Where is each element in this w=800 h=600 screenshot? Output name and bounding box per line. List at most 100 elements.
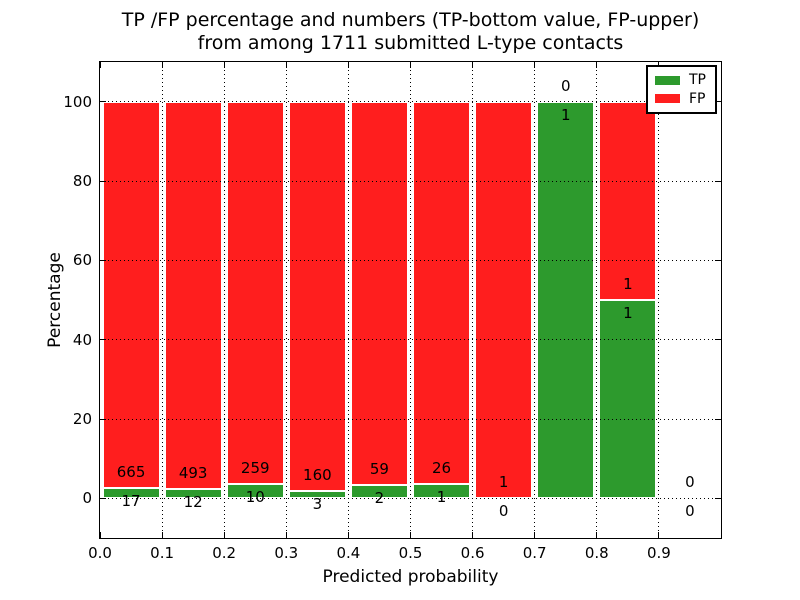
- legend-item-fp: FP: [655, 92, 708, 106]
- legend-item-tp: TP: [655, 73, 708, 87]
- tp-count-label: 12: [183, 492, 203, 511]
- y-tick-mark-right: [715, 418, 721, 420]
- y-tick-mark-right: [715, 101, 721, 103]
- fp-count-label: 160: [303, 466, 332, 485]
- bar-segment-tp: [288, 491, 346, 499]
- x-tick-mark: [347, 532, 349, 538]
- y-tick-mark: [100, 180, 106, 182]
- bar-segment-tp: [164, 488, 222, 499]
- y-tick-mark: [100, 418, 106, 420]
- x-tick-label: 0.0: [88, 544, 112, 562]
- x-tick-label: 0.7: [522, 544, 547, 562]
- x-tick-mark-top: [99, 62, 101, 68]
- fp-count-label: 0: [560, 76, 571, 95]
- tp-count-label: 1: [436, 487, 447, 506]
- bar-segment-tp: [102, 488, 160, 499]
- x-tick-mark: [223, 532, 225, 538]
- x-tick-label: 0.4: [336, 544, 361, 562]
- bar-segment-fp: [475, 101, 533, 499]
- x-tick-mark: [534, 532, 536, 538]
- y-tick-mark-right: [715, 180, 721, 182]
- legend-label-tp: TP: [689, 72, 706, 89]
- bar-segment-tp: [537, 101, 595, 499]
- x-tick-mark-top: [347, 62, 349, 68]
- fp-count-label: 0: [685, 473, 695, 492]
- y-tick-label: 80: [72, 172, 92, 190]
- x-tick-mark-top: [472, 62, 474, 68]
- x-axis-label: Predicted probability: [322, 567, 499, 587]
- x-tick-mark: [161, 532, 163, 538]
- bar-segment-fp: [350, 101, 408, 486]
- gridline-vertical: [347, 62, 349, 538]
- fp-count-label: 59: [369, 460, 389, 479]
- bar-segment-tp: [599, 300, 657, 499]
- bar-segment-fp: [102, 101, 160, 489]
- y-tick-label: 0: [82, 489, 92, 508]
- x-tick-label: 0.9: [646, 544, 671, 562]
- tp-count-label: 10: [245, 487, 265, 506]
- x-tick-mark-top: [223, 62, 225, 68]
- x-tick-mark-top: [410, 62, 411, 68]
- x-tick-mark: [658, 532, 660, 538]
- bar-segment-fp: [164, 101, 222, 489]
- x-tick-mark: [472, 532, 474, 538]
- gridline-vertical: [472, 62, 474, 538]
- y-tick-mark: [100, 497, 106, 499]
- bar-segment-fp: [413, 101, 471, 484]
- legend: TP FP: [646, 65, 717, 114]
- bar-segment-tp: [226, 483, 284, 499]
- x-tick-mark: [99, 532, 101, 538]
- tp-count-label: 1: [623, 304, 633, 322]
- gridline-vertical: [285, 62, 287, 538]
- x-tick-mark-top: [285, 62, 287, 68]
- tp-count-label: 0: [498, 502, 509, 521]
- x-tick-mark-top: [596, 62, 598, 68]
- tp-count-label: 0: [685, 502, 695, 521]
- x-tick-label: 0.6: [460, 544, 485, 562]
- gridline-vertical: [410, 62, 411, 538]
- fp-count-label: 259: [240, 458, 270, 477]
- y-tick-label: 20: [72, 410, 92, 428]
- x-tick-mark-top: [161, 62, 163, 68]
- gridline-vertical: [223, 62, 225, 538]
- fp-swatch-icon: [655, 94, 680, 104]
- plot-area: 665 17 493 12 259 10 160 3 59 2 26 1 1 0 0 1 1 1 0 0: [99, 61, 722, 539]
- gridline-vertical: [534, 62, 536, 538]
- fp-count-label: 665: [116, 463, 146, 482]
- y-tick-label: 60: [72, 251, 92, 270]
- bar-segment-fp: [288, 101, 346, 492]
- x-tick-mark-top: [534, 62, 536, 68]
- y-tick-mark: [100, 339, 106, 341]
- fp-count-label: 1: [498, 473, 509, 492]
- y-tick-label: 100: [63, 92, 92, 111]
- x-tick-label: 0.8: [584, 544, 609, 562]
- tp-count-label: 17: [121, 492, 141, 511]
- gridline-vertical: [658, 62, 660, 538]
- gridline-vertical: [161, 62, 163, 538]
- chart-title-line1: TP /FP percentage and numbers (TP-bottom…: [121, 9, 700, 31]
- y-tick-mark-right: [715, 259, 721, 261]
- fp-count-label: 493: [178, 463, 208, 482]
- chart-title-line2: from among 1711 submitted L-type contact…: [197, 32, 624, 54]
- tp-count-label: 1: [560, 105, 571, 124]
- x-tick-label: 0.2: [212, 544, 237, 562]
- y-tick-mark: [100, 259, 106, 261]
- tp-swatch-icon: [655, 75, 680, 85]
- x-tick-label: 0.5: [398, 544, 423, 562]
- bar-segment-tp: [350, 485, 408, 499]
- y-tick-label: 40: [72, 330, 92, 349]
- fp-count-label: 26: [432, 458, 452, 477]
- x-tick-mark: [596, 532, 598, 538]
- x-tick-label: 0.1: [150, 544, 175, 562]
- y-tick-mark-right: [715, 339, 721, 341]
- tp-count-label: 2: [374, 489, 385, 508]
- x-tick-label: 0.3: [274, 544, 299, 562]
- bar-segment-fp: [599, 101, 657, 300]
- gridline-vertical: [596, 62, 598, 538]
- y-tick-mark: [100, 101, 106, 103]
- bar-segment-fp: [226, 101, 284, 484]
- x-tick-mark: [285, 532, 287, 538]
- x-tick-mark: [410, 532, 411, 538]
- chart-title: TP /FP percentage and numbers (TP-bottom…: [100, 9, 721, 55]
- fp-count-label: 1: [623, 275, 633, 293]
